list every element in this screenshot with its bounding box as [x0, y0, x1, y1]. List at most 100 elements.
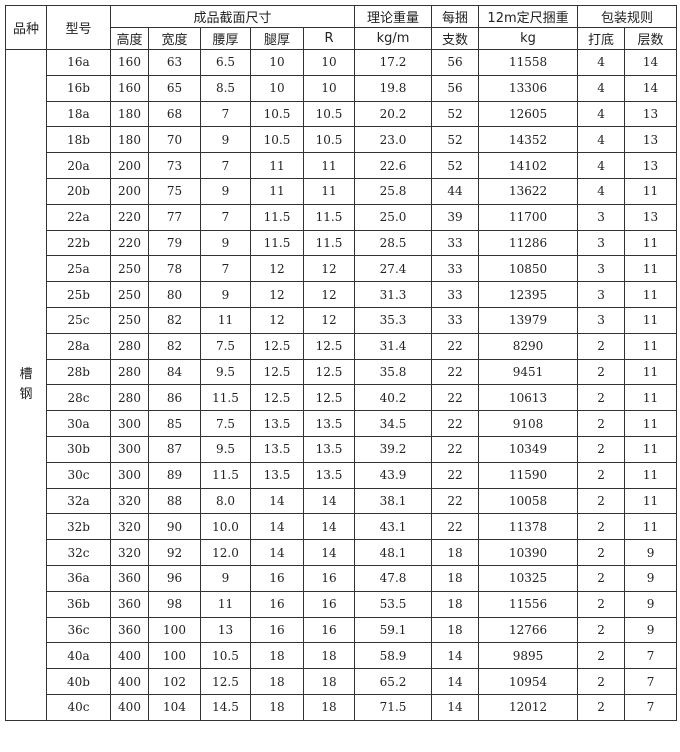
header-category: 品种 — [5, 5, 47, 50]
cell-width: 100 — [148, 616, 201, 644]
cell-model: 22a — [46, 203, 111, 231]
cell-layers: 11 — [624, 358, 678, 386]
cell-r: 18 — [302, 668, 356, 695]
cell-base: 2 — [577, 564, 626, 592]
cell-bundle-weight: 12395 — [478, 281, 579, 308]
cell-width: 78 — [148, 255, 201, 283]
cell-weight: 31.3 — [354, 281, 433, 308]
cell-per-bundle: 22 — [431, 435, 480, 463]
cell-flange-thickness: 12 — [250, 255, 304, 283]
cell-base: 2 — [577, 616, 626, 644]
cell-r: 11.5 — [302, 203, 356, 231]
cell-height: 200 — [110, 152, 149, 179]
cell-model: 36c — [46, 616, 111, 644]
cell-width: 102 — [148, 668, 201, 695]
cell-height: 360 — [110, 590, 149, 618]
cell-width: 104 — [148, 693, 201, 721]
cell-height: 320 — [110, 513, 149, 541]
table-row: 22b 220 79 9 11.5 11.5 28.5 33 11286 3 11 — [6, 229, 678, 257]
cell-base: 4 — [577, 126, 626, 154]
table-row: 18a 180 68 7 10.5 10.5 20.2 52 12605 4 13 — [6, 100, 678, 128]
table-row: 36c 360 100 13 16 16 59.1 18 12766 2 9 — [6, 616, 678, 644]
cell-bundle-weight: 13979 — [478, 306, 579, 334]
cell-base: 2 — [577, 435, 626, 463]
cell-bundle-weight: 13306 — [478, 74, 579, 102]
cell-bundle-weight: 12605 — [478, 100, 579, 128]
cell-bundle-weight: 10390 — [478, 539, 579, 566]
cell-weight: 35.8 — [354, 358, 433, 386]
cell-height: 280 — [110, 384, 149, 412]
cell-web-thickness: 14.5 — [200, 693, 251, 721]
table-row: 28c 280 86 11.5 12.5 12.5 40.2 22 10613 2 11 — [6, 384, 678, 412]
cell-width: 82 — [148, 306, 201, 334]
cell-flange-thickness: 13.5 — [250, 410, 304, 437]
table-row: 30c 300 89 11.5 13.5 13.5 43.9 22 11590 2 11 — [6, 461, 678, 489]
cell-model: 40a — [46, 642, 111, 670]
cell-web-thickness: 10.5 — [200, 642, 251, 670]
cell-flange-thickness: 11 — [250, 177, 304, 205]
cell-web-thickness: 6.5 — [200, 49, 251, 76]
cell-r: 12 — [302, 306, 356, 334]
cell-model: 28b — [46, 358, 111, 386]
cell-model: 32c — [46, 539, 111, 566]
cell-per-bundle: 52 — [431, 100, 480, 128]
cell-height: 250 — [110, 306, 149, 334]
cell-model: 22b — [46, 229, 111, 257]
cell-layers: 11 — [624, 410, 678, 437]
cell-layers: 14 — [624, 49, 678, 76]
table-row: 20a 200 73 7 11 11 22.6 52 14102 4 13 — [6, 152, 678, 179]
cell-web-thickness: 9 — [200, 564, 251, 592]
cell-weight: 25.0 — [354, 203, 433, 231]
cell-flange-thickness: 12.5 — [250, 358, 304, 386]
cell-weight: 43.9 — [354, 461, 433, 489]
cell-base: 2 — [577, 693, 626, 721]
cell-width: 80 — [148, 281, 201, 308]
cell-weight: 43.1 — [354, 513, 433, 541]
cell-flange-thickness: 10 — [250, 74, 304, 102]
table-row: 32a 320 88 8.0 14 14 38.1 22 10058 2 11 — [6, 487, 678, 515]
cell-bundle-weight: 9451 — [478, 358, 579, 386]
header-base: 打底 — [577, 27, 626, 50]
cell-bundle-weight: 11286 — [478, 229, 579, 257]
cell-per-bundle: 39 — [431, 203, 480, 231]
cell-weight: 59.1 — [354, 616, 433, 644]
cell-per-bundle: 22 — [431, 487, 480, 515]
cell-base: 2 — [577, 358, 626, 386]
cell-per-bundle: 52 — [431, 126, 480, 154]
cell-web-thickness: 13 — [200, 616, 251, 644]
cell-per-bundle: 22 — [431, 384, 480, 412]
cell-flange-thickness: 10.5 — [250, 126, 304, 154]
cell-r: 12 — [302, 281, 356, 308]
cell-model: 20a — [46, 152, 111, 179]
cell-width: 100 — [148, 642, 201, 670]
cell-height: 360 — [110, 564, 149, 592]
cell-weight: 40.2 — [354, 384, 433, 412]
cell-web-thickness: 9 — [200, 229, 251, 257]
cell-weight: 20.2 — [354, 100, 433, 128]
table-row: 30b 300 87 9.5 13.5 13.5 39.2 22 10349 2 11 — [6, 435, 678, 463]
cell-model: 25c — [46, 306, 111, 334]
cell-web-thickness: 7 — [200, 255, 251, 283]
header-weight: 理论重量 — [354, 5, 433, 28]
cell-per-bundle: 56 — [431, 74, 480, 102]
table-row: 16b 160 65 8.5 10 10 19.8 56 13306 4 14 — [6, 74, 678, 102]
cell-height: 320 — [110, 539, 149, 566]
cell-flange-thickness: 16 — [250, 564, 304, 592]
cell-weight: 65.2 — [354, 668, 433, 695]
cell-web-thickness: 12.5 — [200, 668, 251, 695]
cell-web-thickness: 11.5 — [200, 384, 251, 412]
header-bundle-weight-unit: kg — [478, 27, 579, 50]
cell-bundle-weight: 10058 — [478, 487, 579, 515]
cell-model: 40b — [46, 668, 111, 695]
cell-per-bundle: 22 — [431, 513, 480, 541]
cell-bundle-weight: 10954 — [478, 668, 579, 695]
cell-bundle-weight: 10349 — [478, 435, 579, 463]
cell-r: 13.5 — [302, 410, 356, 437]
category-cell: 槽 钢 — [5, 49, 47, 721]
cell-base: 2 — [577, 487, 626, 515]
cell-per-bundle: 18 — [431, 539, 480, 566]
cell-web-thickness: 9.5 — [200, 358, 251, 386]
cell-per-bundle: 22 — [431, 461, 480, 489]
cell-bundle-weight: 9895 — [478, 642, 579, 670]
cell-per-bundle: 33 — [431, 255, 480, 283]
